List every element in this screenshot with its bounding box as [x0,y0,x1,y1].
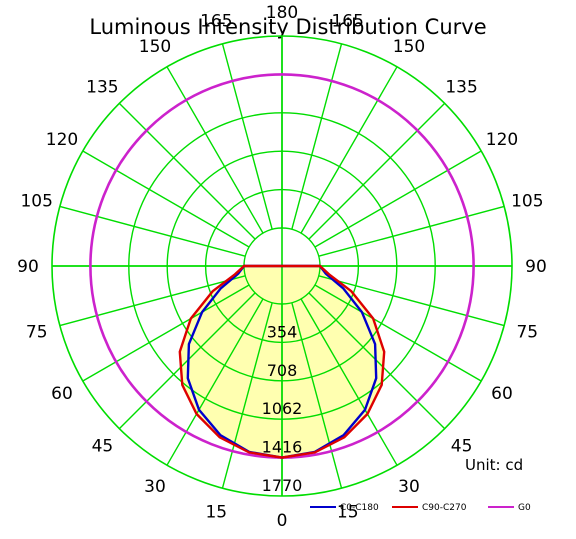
unit-label: Unit: cd [465,456,523,474]
series-c90-c270-curve [178,264,386,459]
angle-label-right-30: 30 [398,477,420,497]
chart-title: Luminous Intensity Distribution Curve [89,15,486,39]
angle-label-left-75: 75 [26,323,48,343]
grid-spoke-195 [221,43,273,230]
angle-label-right-90: 90 [525,257,547,277]
angle-label-right-135: 135 [445,77,477,97]
angle-label-right-60: 60 [491,384,513,404]
angle-label-left-135: 135 [86,77,118,97]
grid-spoke-30 [300,298,398,466]
legend-label-c90-c270: C90-C270 [422,503,467,513]
angle-label-left-15: 15 [205,502,227,522]
angle-label-right-0: 0 [277,511,288,531]
angle-labels: 0 15 30 45 60 75 90 105 120 135 150 165 180 15 30 45 60 7… [17,3,547,531]
grid-spoke-300 [82,284,250,382]
ring-label-1416: 1416 [262,438,303,457]
angle-label-right-45: 45 [451,437,473,457]
series-layer [89,73,475,459]
grid-spoke-105 [318,205,505,257]
grid-spoke-60 [314,284,482,382]
ring-label-1062: 1062 [262,399,303,418]
ring-label-708: 708 [267,361,298,380]
angle-label-left-150: 150 [139,37,171,57]
grid-spoke-255 [59,205,246,257]
angle-label-left-105: 105 [20,191,52,211]
grid-spoke-345 [221,302,273,489]
angle-label-right-180: 180 [266,3,298,23]
angle-label-right-165: 165 [331,12,363,32]
angle-label-right-15: 15 [337,502,359,522]
angle-label-left-165: 165 [200,12,232,32]
legend-label-g0: G0 [518,503,531,513]
grid-spoke-135 [308,102,446,240]
grid-spoke-330 [166,298,264,466]
legend: C0-C180 C90-C270 G0 [310,503,531,513]
grid-spoke-225 [118,102,256,240]
ring-label-1770: 1770 [262,476,303,495]
angle-label-right-120: 120 [486,130,518,150]
grid-spoke-210 [166,66,264,234]
grid-spoke-15 [291,302,343,489]
grid-spoke-75 [318,275,505,327]
angle-label-left-30: 30 [144,477,166,497]
angle-label-left-45: 45 [92,437,114,457]
ring-labels: 354 708 1062 1416 1770 [262,322,303,495]
angle-label-left-120: 120 [46,130,78,150]
angle-label-right-105: 105 [511,191,543,211]
grid-spoke-120 [314,150,482,248]
grid-spoke-165 [291,43,343,230]
grid-spoke-150 [300,66,398,234]
grid-spoke-285 [59,275,246,327]
angle-label-right-75: 75 [516,323,538,343]
angle-label-right-150: 150 [393,37,425,57]
legend-label-c0-c180: C0-C180 [340,503,379,513]
angle-label-left-60: 60 [51,384,73,404]
angle-label-left-90: 90 [17,257,39,277]
ring-label-354: 354 [267,322,298,341]
grid-spoke-240 [82,150,250,248]
